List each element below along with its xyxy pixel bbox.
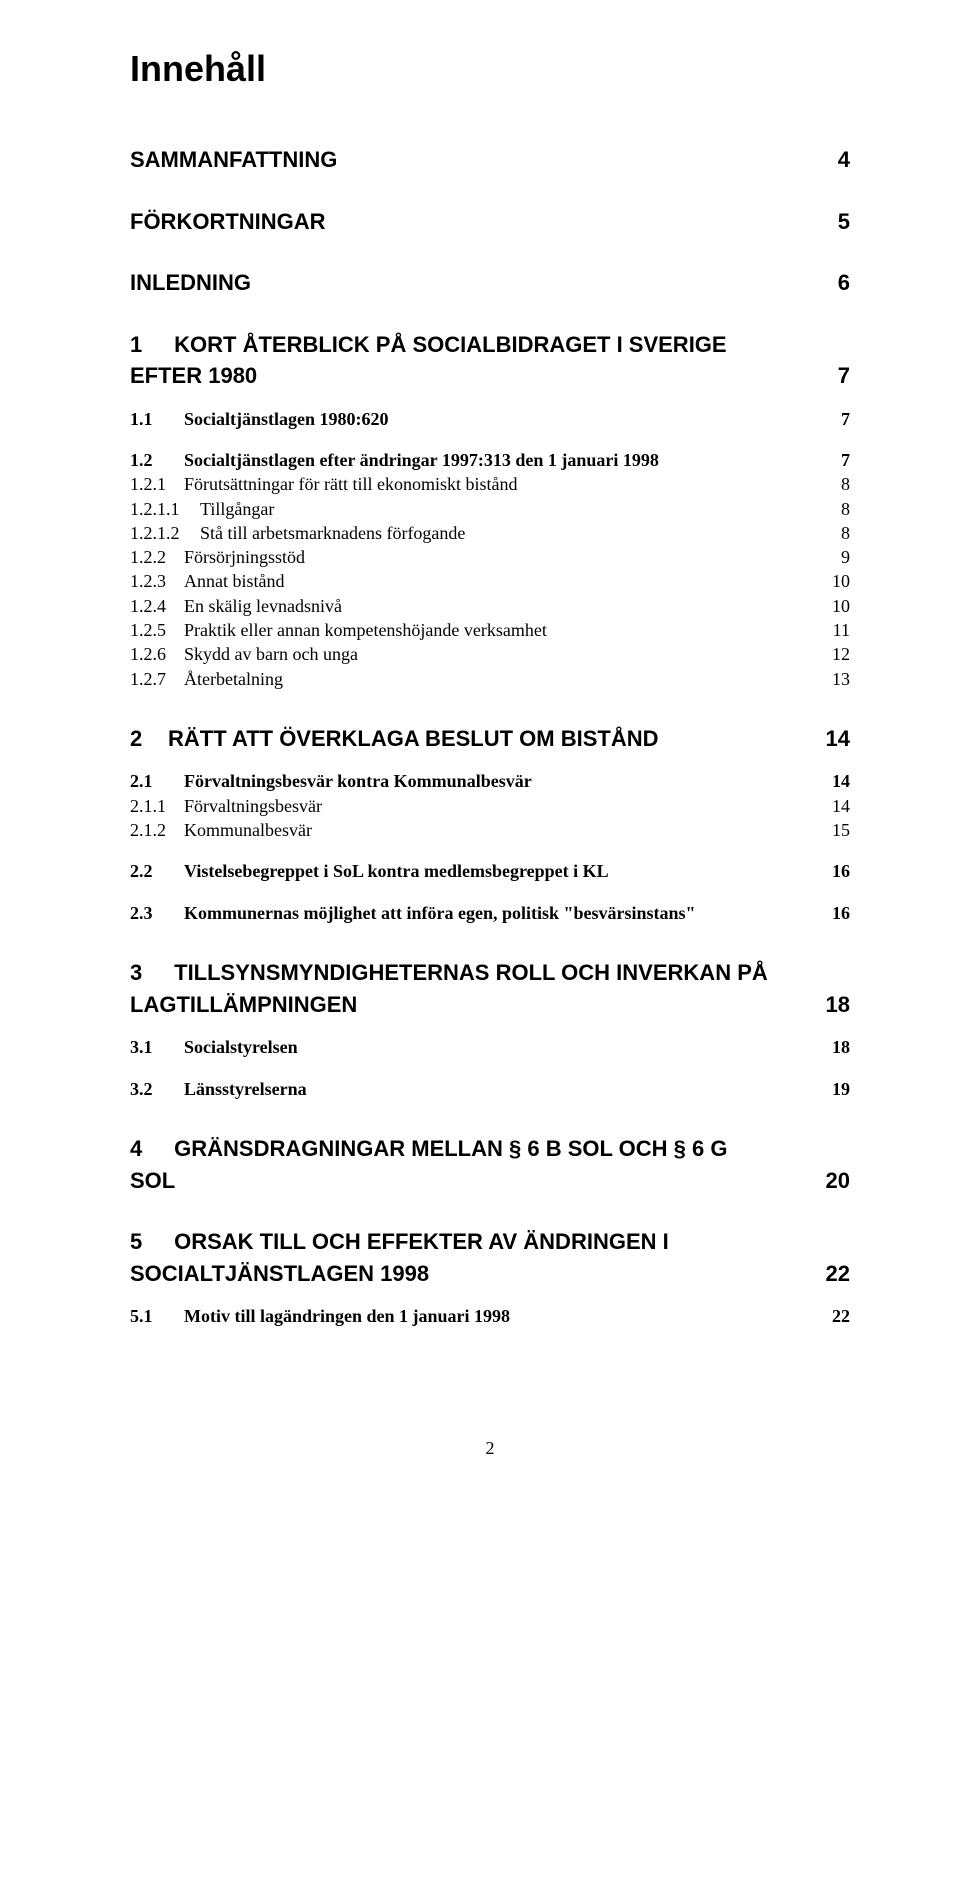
toc-page: 7 bbox=[820, 408, 850, 431]
toc-label: 1.2.7Återbetalning bbox=[130, 667, 820, 691]
toc-page: 8 bbox=[820, 472, 850, 496]
toc-sub-1-2-2: 1.2.2Försörjningsstöd 9 bbox=[130, 545, 850, 569]
toc-page: 20 bbox=[820, 1167, 850, 1195]
toc-section-5-1: 5.1Motiv till lagändringen den 1 januari… bbox=[130, 1305, 850, 1328]
page-number: 2 bbox=[130, 1438, 850, 1459]
toc-label: 2RÄTT ATT ÖVERKLAGA BESLUT OM BISTÅND bbox=[130, 725, 820, 753]
toc-sub-1-2-1: 1.2.1Förutsättningar för rätt till ekono… bbox=[130, 472, 850, 496]
toc-label: 5.1Motiv till lagändringen den 1 januari… bbox=[130, 1305, 820, 1328]
toc-label: 2.3Kommunernas möjlighet att införa egen… bbox=[130, 902, 820, 925]
toc-sub-2-1-1: 2.1.1Förvaltningsbesvär 14 bbox=[130, 794, 850, 818]
toc-entry-forkortningar: FÖRKORTNINGAR 5 bbox=[130, 208, 850, 236]
page-title: Innehåll bbox=[130, 48, 850, 90]
toc-label: 1.2.4En skälig levnadsnivå bbox=[130, 594, 820, 618]
toc-label: 2.1.1Förvaltningsbesvär bbox=[130, 794, 820, 818]
toc-sub-2-1-2: 2.1.2Kommunalbesvär 15 bbox=[130, 818, 850, 842]
toc-label: 1.2.2Försörjningsstöd bbox=[130, 545, 820, 569]
toc-entry-sammanfattning: SAMMANFATTNING 4 bbox=[130, 146, 850, 174]
toc-label: 2.2Vistelsebegreppet i SoL kontra medlem… bbox=[130, 860, 820, 883]
toc-sub-1-2-4: 1.2.4En skälig levnadsnivå 10 bbox=[130, 594, 850, 618]
toc-page: 8 bbox=[820, 497, 850, 521]
toc-section-2-1: 2.1Förvaltningsbesvär kontra Kommunalbes… bbox=[130, 770, 850, 793]
toc-page: 14 bbox=[820, 770, 850, 793]
toc-chapter-num: 3 bbox=[130, 959, 168, 987]
toc-page: 6 bbox=[820, 269, 850, 297]
toc-page: 11 bbox=[820, 618, 850, 642]
toc-chapter-5: 5 ORSAK TILL OCH EFFEKTER AV ÄNDRINGEN I bbox=[130, 1228, 850, 1256]
toc-page: 19 bbox=[820, 1078, 850, 1101]
toc-page: 16 bbox=[820, 860, 850, 883]
toc-page: 7 bbox=[820, 449, 850, 472]
toc-page: 4 bbox=[820, 146, 850, 174]
toc-label: FÖRKORTNINGAR bbox=[130, 208, 820, 236]
toc-chapter-label-line2: SOCIALTJÄNSTLAGEN 1998 bbox=[130, 1260, 820, 1288]
toc-chapter-num: 5 bbox=[130, 1228, 168, 1256]
toc-chapter-label-line1: ORSAK TILL OCH EFFEKTER AV ÄNDRINGEN I bbox=[174, 1229, 669, 1254]
toc-chapter-1-cont: EFTER 1980 7 bbox=[130, 362, 850, 390]
toc-sub-1-2-3: 1.2.3Annat bistånd 10 bbox=[130, 569, 850, 593]
toc-chapter-3-cont: LAGTILLÄMPNINGEN 18 bbox=[130, 991, 850, 1019]
toc-label: 1.2.1Förutsättningar för rätt till ekono… bbox=[130, 472, 820, 496]
toc-chapter-2: 2RÄTT ATT ÖVERKLAGA BESLUT OM BISTÅND 14 bbox=[130, 725, 850, 753]
toc-chapter-num: 4 bbox=[130, 1135, 168, 1163]
toc-chapter-num: 1 bbox=[130, 331, 168, 359]
toc-chapter-5-cont: SOCIALTJÄNSTLAGEN 1998 22 bbox=[130, 1260, 850, 1288]
toc-chapter-4: 4 GRÄNSDRAGNINGAR MELLAN § 6 B SOL OCH §… bbox=[130, 1135, 850, 1163]
toc-chapter-4-cont: SOL 20 bbox=[130, 1167, 850, 1195]
toc-chapter-1: 1 KORT ÅTERBLICK PÅ SOCIALBIDRAGET I SVE… bbox=[130, 331, 850, 359]
toc-chapter-label-line2: SOL bbox=[130, 1167, 820, 1195]
toc-label: 2.1.2Kommunalbesvär bbox=[130, 818, 820, 842]
toc-section-1-2: 1.2Socialtjänstlagen efter ändringar 199… bbox=[130, 449, 850, 472]
toc-section-2-3: 2.3Kommunernas möjlighet att införa egen… bbox=[130, 902, 850, 925]
toc-page: 15 bbox=[820, 818, 850, 842]
toc-label: 1.2.3Annat bistånd bbox=[130, 569, 820, 593]
toc-section-3-1: 3.1Socialstyrelsen 18 bbox=[130, 1036, 850, 1059]
toc-chapter-label-line1: GRÄNSDRAGNINGAR MELLAN § 6 B SOL OCH § 6… bbox=[174, 1136, 727, 1161]
toc-page: 22 bbox=[820, 1305, 850, 1328]
toc-label: 1.2.1.2Stå till arbetsmarknadens förfoga… bbox=[130, 521, 820, 545]
toc-label: 3.2Länsstyrelserna bbox=[130, 1078, 820, 1101]
toc-label: SAMMANFATTNING bbox=[130, 146, 820, 174]
toc-section-1-1: 1.1Socialtjänstlagen 1980:620 7 bbox=[130, 408, 850, 431]
toc-page: 18 bbox=[820, 991, 850, 1019]
toc-page: 7 bbox=[820, 362, 850, 390]
toc-label: 1.2.6Skydd av barn och unga bbox=[130, 642, 820, 666]
toc-label: 1.1Socialtjänstlagen 1980:620 bbox=[130, 408, 820, 431]
toc-page: 18 bbox=[820, 1036, 850, 1059]
toc-chapter-label-line2: LAGTILLÄMPNINGEN bbox=[130, 991, 820, 1019]
toc-page: 10 bbox=[820, 569, 850, 593]
toc-section-2-2: 2.2Vistelsebegreppet i SoL kontra medlem… bbox=[130, 860, 850, 883]
toc-page: 16 bbox=[820, 902, 850, 925]
toc-sub-1-2-7: 1.2.7Återbetalning 13 bbox=[130, 667, 850, 691]
toc-page: 14 bbox=[820, 794, 850, 818]
toc-page: 9 bbox=[820, 545, 850, 569]
toc-chapter-3: 3 TILLSYNSMYNDIGHETERNAS ROLL OCH INVERK… bbox=[130, 959, 850, 987]
toc-page: 12 bbox=[820, 642, 850, 666]
toc-page: 5 bbox=[820, 208, 850, 236]
toc-sub-1-2-1-2: 1.2.1.2Stå till arbetsmarknadens förfoga… bbox=[130, 521, 850, 545]
toc-entry-inledning: INLEDNING 6 bbox=[130, 269, 850, 297]
toc-label: 2.1Förvaltningsbesvär kontra Kommunalbes… bbox=[130, 770, 820, 793]
toc-label: 1.2.1.1Tillgångar bbox=[130, 497, 820, 521]
toc-chapter-label-line2: EFTER 1980 bbox=[130, 362, 820, 390]
toc-label: 3.1Socialstyrelsen bbox=[130, 1036, 820, 1059]
toc-label: 1.2.5Praktik eller annan kompetenshöjand… bbox=[130, 618, 820, 642]
toc-sub-1-2-6: 1.2.6Skydd av barn och unga 12 bbox=[130, 642, 850, 666]
toc-chapter-label-line1: KORT ÅTERBLICK PÅ SOCIALBIDRAGET I SVERI… bbox=[174, 332, 726, 357]
toc-page: 14 bbox=[820, 725, 850, 753]
toc-page: 13 bbox=[820, 667, 850, 691]
toc-chapter-label-line1: TILLSYNSMYNDIGHETERNAS ROLL OCH INVERKAN… bbox=[174, 960, 768, 985]
toc-page: 22 bbox=[820, 1260, 850, 1288]
toc-sub-1-2-5: 1.2.5Praktik eller annan kompetenshöjand… bbox=[130, 618, 850, 642]
toc-page: 8 bbox=[820, 521, 850, 545]
toc-sub-1-2-1-1: 1.2.1.1Tillgångar 8 bbox=[130, 497, 850, 521]
toc-label: 1.2Socialtjänstlagen efter ändringar 199… bbox=[130, 449, 820, 472]
toc-label: INLEDNING bbox=[130, 269, 820, 297]
toc-section-3-2: 3.2Länsstyrelserna 19 bbox=[130, 1078, 850, 1101]
toc-page: 10 bbox=[820, 594, 850, 618]
